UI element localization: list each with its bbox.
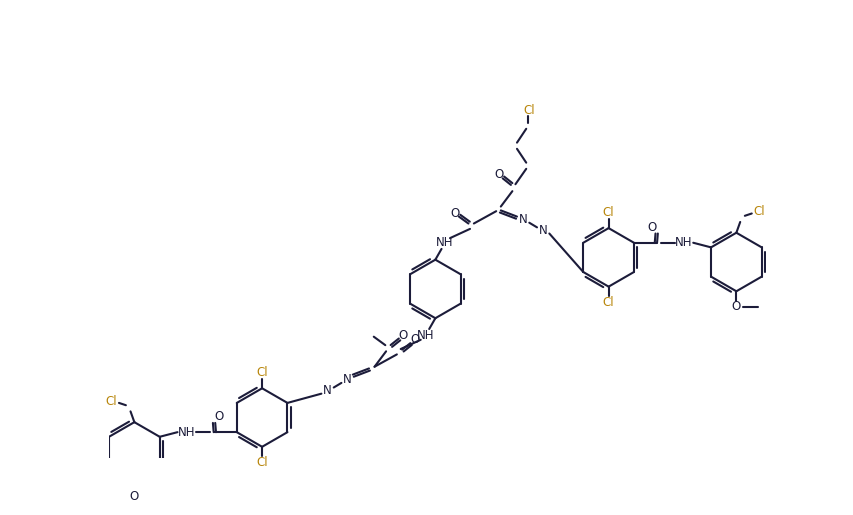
Text: O: O [130,490,139,503]
Text: O: O [493,168,502,181]
Text: Cl: Cl [256,366,268,380]
Text: Cl: Cl [602,296,613,308]
Text: Cl: Cl [752,205,764,218]
Text: O: O [409,333,419,346]
Text: NH: NH [675,236,692,249]
Text: N: N [518,213,527,226]
Text: O: O [398,329,407,341]
Text: Cl: Cl [602,206,613,219]
Text: O: O [731,300,740,313]
Text: O: O [214,410,223,423]
Text: N: N [538,224,547,237]
Text: NH: NH [417,329,434,341]
Text: Cl: Cl [256,456,268,469]
Text: NH: NH [177,426,195,439]
Text: N: N [322,384,332,397]
Text: Cl: Cl [105,395,117,408]
Text: Cl: Cl [523,104,535,117]
Text: NH: NH [435,236,453,249]
Text: N: N [343,373,351,386]
Text: O: O [647,221,655,234]
Text: O: O [450,207,459,220]
